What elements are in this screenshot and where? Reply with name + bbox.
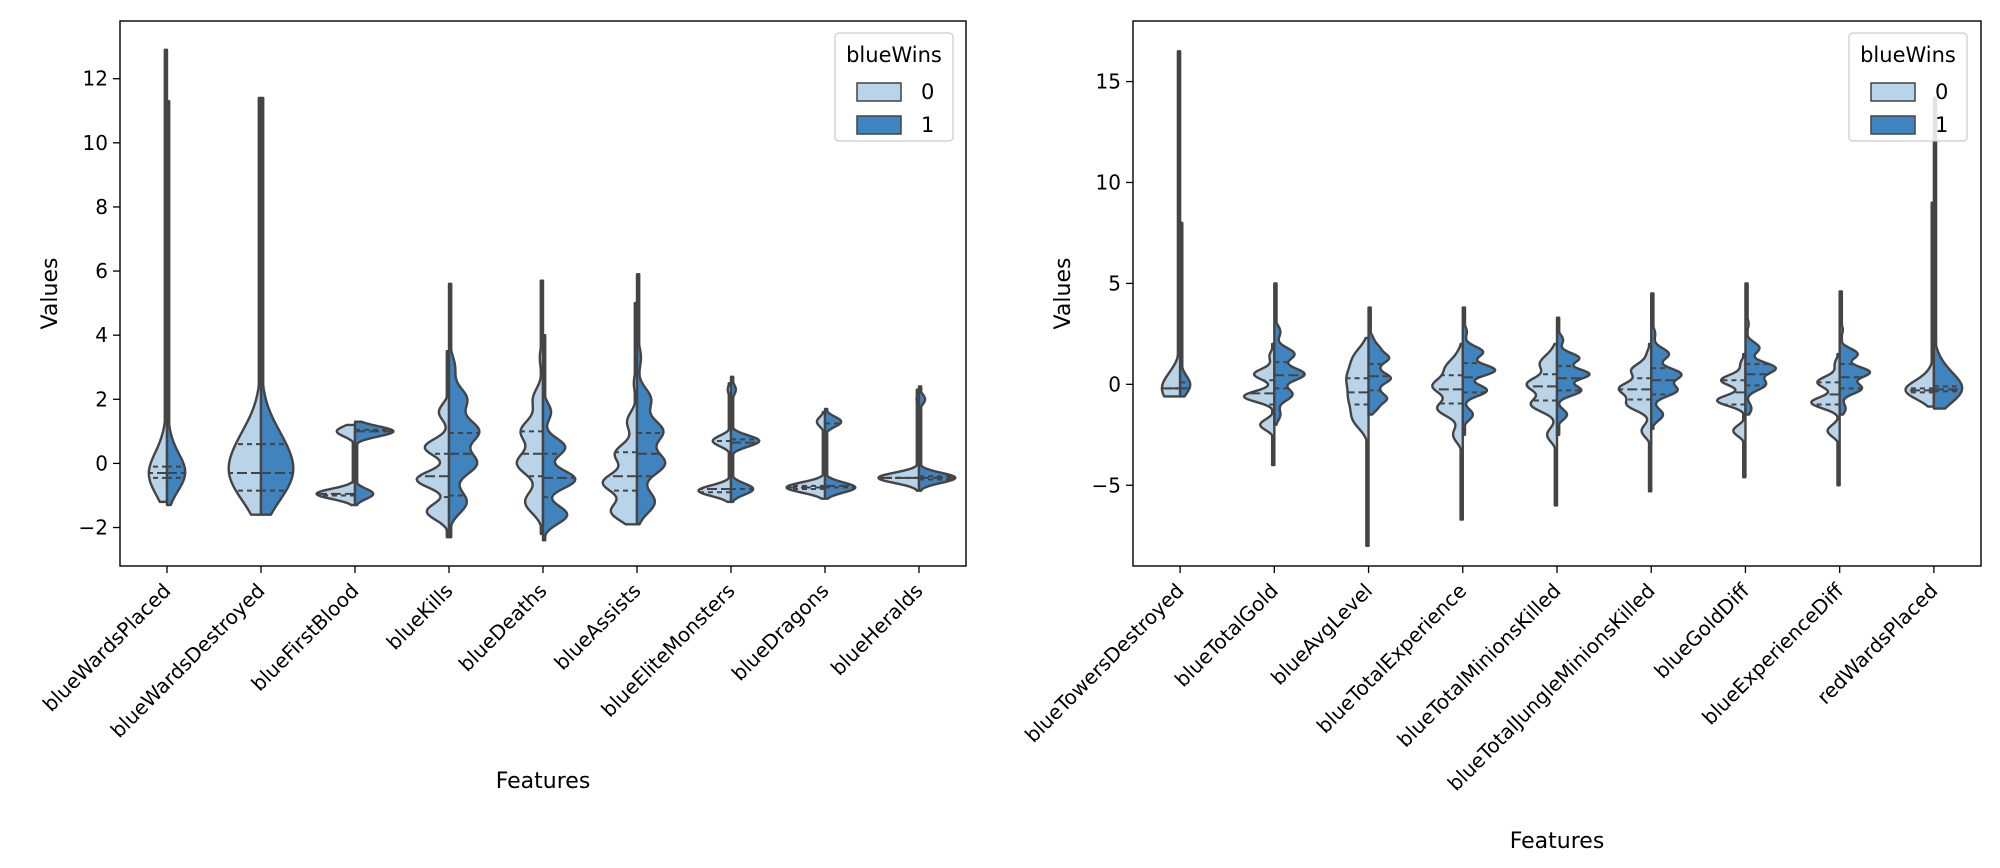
y-tick-label: 8 bbox=[95, 195, 108, 219]
violin-half-0 bbox=[877, 388, 921, 492]
violin-half-1 bbox=[259, 96, 295, 516]
y-axis-label: Values bbox=[1051, 258, 1076, 330]
y-tick-label: 0 bbox=[1108, 372, 1121, 396]
legend-label-0: 0 bbox=[921, 80, 934, 104]
chart-panel-2: −5051015blueTowersDestroyedblueTotalGold… bbox=[1020, 20, 1982, 854]
violin-blueAvgLevel bbox=[1345, 306, 1393, 548]
chart-panel-1: −2024681012blueWardsPlacedblueWardsDestr… bbox=[38, 20, 967, 794]
violin-half-0 bbox=[1715, 352, 1747, 479]
x-tick-label: blueTotalMinionsKilled bbox=[1392, 579, 1565, 752]
x-tick-label: blueTotalJungleMinionsKilled bbox=[1443, 579, 1660, 796]
violin-blueWardsDestroyed bbox=[227, 96, 295, 516]
violin-half-0 bbox=[1904, 201, 1936, 408]
y-axis-label: Values bbox=[38, 258, 63, 330]
legend-swatch-0 bbox=[856, 82, 902, 102]
y-tick-label: −5 bbox=[1092, 473, 1121, 497]
violin-half-0 bbox=[315, 423, 357, 507]
y-tick-label: 6 bbox=[95, 259, 108, 283]
y-tick-label: 12 bbox=[83, 67, 108, 91]
legend-title: blueWins bbox=[1860, 43, 1956, 67]
violin-half-0 bbox=[1242, 342, 1276, 467]
x-tick-label: blueHeralds bbox=[826, 579, 928, 681]
legend: blueWins 0 1 bbox=[834, 32, 954, 142]
violin-half-0 bbox=[601, 301, 639, 526]
violin-blueHeralds bbox=[877, 385, 957, 492]
violin-blueTotalExperience bbox=[1431, 306, 1497, 521]
y-tick-label: 2 bbox=[95, 387, 108, 411]
violin-blueDragons bbox=[785, 407, 857, 500]
violin-half-1 bbox=[1650, 292, 1683, 430]
x-tick-label: blueAssists bbox=[549, 579, 645, 675]
axes-frame bbox=[119, 20, 967, 567]
violin-redWardsPlaced bbox=[1904, 96, 1964, 410]
violin-blueDeaths bbox=[515, 279, 577, 542]
violin-half-1 bbox=[823, 407, 857, 500]
x-tick-label: blueGoldDiff bbox=[1649, 578, 1754, 683]
axes-frame bbox=[1132, 20, 1982, 567]
legend-label-1: 1 bbox=[921, 113, 934, 137]
violin-half-0 bbox=[1810, 352, 1841, 487]
violin-half-0 bbox=[697, 382, 733, 504]
violin-half-1 bbox=[635, 273, 667, 526]
x-axis-label: Features bbox=[496, 769, 591, 794]
violin-half-1 bbox=[165, 99, 187, 507]
legend-title: blueWins bbox=[846, 43, 942, 67]
violin-blueEliteMonsters bbox=[697, 375, 761, 504]
violin-half-0 bbox=[1160, 50, 1182, 398]
violin-half-0 bbox=[415, 350, 451, 539]
y-tick-label: 10 bbox=[1096, 170, 1121, 194]
violin-half-0 bbox=[515, 279, 545, 536]
y-tick-label: 15 bbox=[1096, 70, 1121, 94]
violin-half-1 bbox=[1932, 96, 1964, 410]
violin-half-1 bbox=[1178, 221, 1192, 398]
y-tick-label: 5 bbox=[1108, 271, 1121, 295]
violin-blueFirstBlood bbox=[315, 420, 395, 507]
violin-half-0 bbox=[227, 96, 263, 516]
y-tick-label: 10 bbox=[83, 131, 108, 155]
y-tick-label: 0 bbox=[95, 451, 108, 475]
violin-half-1 bbox=[447, 282, 481, 539]
violin-half-1 bbox=[541, 333, 577, 542]
y-tick-label: −2 bbox=[79, 516, 108, 540]
violin-blueTotalMinionsKilled bbox=[1525, 316, 1591, 507]
x-axis-label: Features bbox=[1510, 829, 1605, 854]
legend-swatch-1 bbox=[856, 115, 902, 135]
y-tick-label: 4 bbox=[95, 323, 108, 347]
violin-blueWardsPlaced bbox=[147, 48, 187, 507]
violin-half-1 bbox=[1838, 290, 1872, 416]
violin-blueAssists bbox=[601, 273, 667, 526]
violin-half-0 bbox=[1617, 342, 1653, 493]
violin-half-1 bbox=[1744, 282, 1778, 416]
violin-blueExperienceDiff bbox=[1810, 290, 1872, 487]
violin-half-1 bbox=[1461, 306, 1497, 436]
legend-swatch-0 bbox=[1870, 82, 1916, 102]
violin-half-0 bbox=[1525, 342, 1559, 507]
x-tick-label: blueDeaths bbox=[454, 579, 552, 677]
legend-swatch-1 bbox=[1870, 115, 1916, 135]
violin-half-0 bbox=[1345, 336, 1370, 548]
violin-half-1 bbox=[729, 375, 761, 504]
violin-blueTotalJungleMinionsKilled bbox=[1617, 292, 1683, 493]
x-tick-label: blueDragons bbox=[727, 579, 834, 686]
violin-half-1 bbox=[353, 420, 395, 507]
violin-half-0 bbox=[1431, 342, 1464, 521]
legend-label-1: 1 bbox=[1935, 113, 1948, 137]
violin-half-1 bbox=[1555, 316, 1591, 436]
violin-blueTowersDestroyed bbox=[1160, 50, 1192, 398]
legend-label-0: 0 bbox=[1935, 80, 1948, 104]
violin-blueTotalGold bbox=[1242, 282, 1306, 467]
violin-half-0 bbox=[147, 48, 169, 504]
violin-half-1 bbox=[1273, 282, 1306, 426]
x-tick-label: blueTowersDestroyed bbox=[1020, 579, 1189, 748]
legend: blueWins 0 1 bbox=[1848, 32, 1968, 142]
violin-blueKills bbox=[415, 282, 481, 539]
x-tick-label: blueKills bbox=[382, 579, 458, 655]
violin-half-1 bbox=[917, 385, 957, 492]
x-tick-label: blueWardsDestroyed bbox=[106, 579, 270, 743]
violin-half-1 bbox=[1367, 306, 1393, 416]
violin-blueGoldDiff bbox=[1715, 282, 1778, 479]
